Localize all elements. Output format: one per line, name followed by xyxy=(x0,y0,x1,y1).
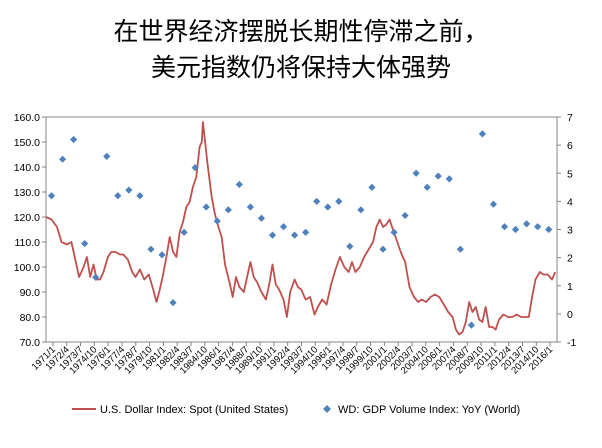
left-axis-tick-label: 120.0 xyxy=(14,212,40,224)
gdp-point xyxy=(191,164,199,172)
gdp-point xyxy=(125,186,133,194)
gdp-point xyxy=(478,130,487,138)
gdp-point xyxy=(401,211,409,220)
gdp-point xyxy=(92,273,100,281)
right-axis-tick-label: 4 xyxy=(567,196,573,208)
right-axis-tick-label: 7 xyxy=(567,112,573,124)
gdp-point xyxy=(335,197,343,205)
left-axis-tick-label: 70.0 xyxy=(20,337,41,349)
gdp-point xyxy=(169,299,177,307)
gdp-point xyxy=(213,217,221,225)
gdp-point xyxy=(434,172,442,180)
gdp-point xyxy=(324,203,332,211)
chart-title-line-1: 在世界经济摆脱长期性停滞之前， xyxy=(113,17,489,46)
plot-area xyxy=(45,116,558,343)
gdp-point xyxy=(500,223,509,231)
plot-frame xyxy=(45,116,558,343)
gdp-point xyxy=(357,206,365,214)
gdp-point xyxy=(136,192,144,200)
gdp-points xyxy=(47,130,553,329)
gdp-point xyxy=(489,200,498,208)
dollar-index-line xyxy=(45,121,557,336)
right-axis-tick-label: 0 xyxy=(567,309,573,321)
gdp-point xyxy=(257,214,266,222)
gdp-point xyxy=(81,239,89,248)
left-axis-tick-label: 80.0 xyxy=(20,312,41,324)
right-axis-tick-label: 5 xyxy=(567,168,573,180)
gdp-point xyxy=(147,245,155,253)
right-axis-tick-label: 3 xyxy=(567,225,573,237)
gdp-point xyxy=(445,175,453,183)
right-axis-tick-label: 1 xyxy=(567,281,573,293)
gdp-point xyxy=(246,203,254,211)
left-axis-tick-label: 140.0 xyxy=(14,162,40,174)
left-axis-tick-label: 160.0 xyxy=(14,112,40,124)
chart-title-line-2: 美元指数仍将保持大体强势 xyxy=(150,53,451,82)
gdp-point xyxy=(235,180,243,189)
legend-diamond-swatch xyxy=(323,405,331,413)
gdp-point xyxy=(202,203,210,211)
left-axis-tick-label: 150.0 xyxy=(14,137,40,149)
right-axis-tick-label: 2 xyxy=(567,253,573,265)
gdp-point xyxy=(58,155,67,163)
gdp-point xyxy=(290,231,299,239)
gdp-point xyxy=(268,231,277,239)
legend: U.S. Dollar Index: Spot (United States) W… xyxy=(72,404,520,416)
gdp-point xyxy=(103,152,111,160)
left-axis-tick-label: 100.0 xyxy=(14,262,40,274)
gdp-point xyxy=(313,197,321,205)
legend-label-gdp: WD: GDP Volume Index: YoY (World) xyxy=(338,404,520,416)
left-axis-tick-label: 110.0 xyxy=(15,237,41,249)
gdp-point xyxy=(224,206,232,214)
legend-label-dollar-index: U.S. Dollar Index: Spot (United States) xyxy=(100,404,288,416)
right-axis-tick-label: 6 xyxy=(567,140,573,152)
gdp-point xyxy=(180,228,188,236)
gdp-point xyxy=(456,245,464,253)
gdp-point xyxy=(545,225,553,234)
gdp-point xyxy=(379,245,387,253)
gdp-point xyxy=(412,169,420,177)
gdp-point xyxy=(114,192,122,200)
dollar-index-series-path xyxy=(45,121,557,336)
axes: 70.080.090.0100.0110.0120.0130.0140.0150… xyxy=(14,112,577,376)
gdp-point xyxy=(279,223,288,231)
right-axis-tick-label: -1 xyxy=(567,337,576,349)
gdp-point xyxy=(158,251,166,259)
gdp-point xyxy=(368,183,376,191)
gdp-point xyxy=(390,228,398,236)
left-axis-tick-label: 90.0 xyxy=(20,287,41,299)
gdp-point xyxy=(423,183,431,191)
left-axis-tick-label: 130.0 xyxy=(14,187,40,199)
gdp-point xyxy=(467,321,475,329)
gdp-point xyxy=(47,192,56,200)
gdp-point xyxy=(523,220,531,228)
gdp-point xyxy=(534,223,542,231)
gdp-point xyxy=(346,242,354,250)
gdp-point xyxy=(302,228,310,236)
gdp-point xyxy=(70,135,78,144)
gdp-point xyxy=(511,225,520,234)
